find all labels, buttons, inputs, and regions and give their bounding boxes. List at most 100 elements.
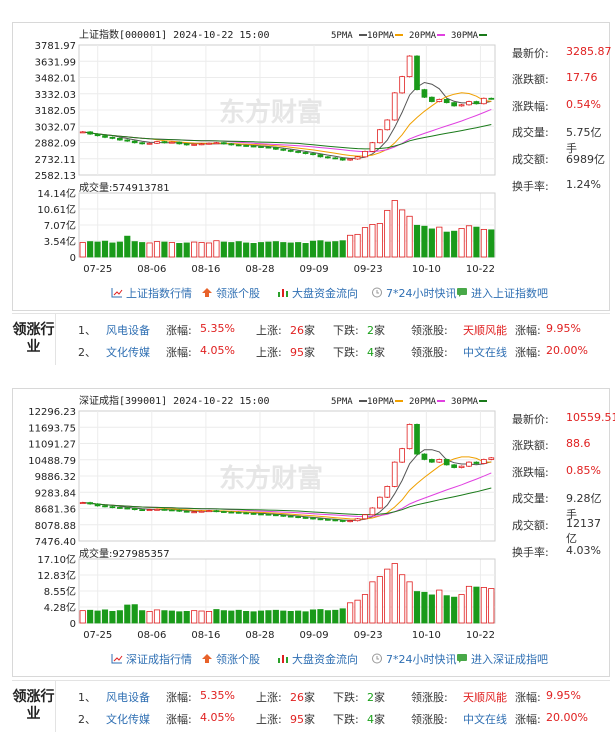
candle-body bbox=[429, 96, 435, 102]
volume-bar bbox=[302, 243, 309, 258]
link-fund-flow[interactable]: 大盘资金流向 bbox=[277, 651, 358, 667]
volume-bar bbox=[473, 586, 480, 624]
ma-legend-label: 30PMA bbox=[451, 31, 479, 41]
candle-body bbox=[176, 141, 183, 145]
candle-body bbox=[265, 513, 272, 516]
link-fund-flow[interactable]: 大盘资金流向 bbox=[277, 285, 358, 301]
volume-bar bbox=[384, 568, 391, 624]
candle-body bbox=[414, 55, 420, 91]
candle-body bbox=[473, 461, 480, 464]
candle-body bbox=[436, 459, 443, 463]
sector-name-link[interactable]: 文化传媒 bbox=[106, 346, 150, 359]
candle-body bbox=[124, 507, 131, 510]
ma-legend-label: 20PMA bbox=[409, 397, 437, 407]
sector-leader-link[interactable]: 中文在线 bbox=[463, 346, 507, 359]
candle-body bbox=[191, 143, 197, 146]
sector-down-count: 2 bbox=[367, 691, 374, 704]
volume-bar bbox=[280, 242, 287, 258]
candle-body bbox=[451, 102, 457, 107]
leading-sectors-sh: 领涨行业 1、 风电设备 涨幅: 5.35% 上涨: 26家 下跌: 2家 领涨… bbox=[12, 313, 610, 365]
date-tick-label: 07-25 bbox=[83, 264, 112, 275]
candle-body bbox=[206, 142, 212, 145]
sector-leader-link[interactable]: 天顺风能 bbox=[463, 691, 507, 704]
candle-body bbox=[443, 98, 450, 104]
candle-body bbox=[377, 129, 383, 144]
link-leading-stocks[interactable]: 领涨个股 bbox=[201, 651, 260, 667]
candle-body bbox=[139, 142, 145, 145]
index-chart-sz[interactable]: 深证成指[399001] 2024-10-22 15:00 5PMA 10PMA 20… bbox=[13, 389, 503, 651]
candle-body bbox=[347, 520, 353, 523]
candle-body bbox=[79, 502, 86, 505]
sector-name-link[interactable]: 文化传媒 bbox=[106, 713, 150, 726]
link-news-flash[interactable]: 7*24小时快讯 bbox=[371, 651, 457, 667]
volume-bar bbox=[176, 243, 183, 258]
volume-bar bbox=[198, 242, 205, 258]
volume-tick-label: 14.14亿 bbox=[37, 187, 76, 200]
volume-bar bbox=[302, 611, 309, 624]
clock-icon bbox=[372, 287, 382, 298]
link-index-quote[interactable]: 上证指数行情 bbox=[111, 285, 192, 301]
price-tick-label: 8078.88 bbox=[35, 521, 76, 532]
volume-bar bbox=[436, 589, 443, 624]
sector-leader-change-label: 涨幅: bbox=[515, 324, 541, 337]
volume-bar bbox=[146, 610, 153, 624]
volume-bar bbox=[205, 610, 213, 624]
volume-bar bbox=[391, 563, 398, 624]
volume-bar bbox=[451, 596, 458, 624]
sector-index: 2、 bbox=[78, 346, 96, 359]
sector-leader-change: 9.95% bbox=[546, 322, 581, 335]
candle-body bbox=[154, 508, 160, 511]
sector-down-unit: 家 bbox=[374, 346, 385, 359]
volume-bar bbox=[146, 242, 153, 258]
candle-body bbox=[87, 131, 93, 135]
ma-legend-label: 10PMA bbox=[367, 397, 395, 407]
link-forum[interactable]: 进入深证成指吧 bbox=[456, 651, 548, 667]
candle-body bbox=[310, 517, 316, 520]
price-tick-label: 9283.84 bbox=[35, 488, 76, 499]
volume-bar bbox=[309, 609, 317, 624]
volume-bar bbox=[391, 200, 398, 258]
link-index-quote[interactable]: 深证成指行情 bbox=[111, 651, 192, 667]
candle-body bbox=[250, 512, 257, 515]
link-forum[interactable]: 进入上证指数吧 bbox=[456, 285, 548, 301]
sector-leader-link[interactable]: 天顺风能 bbox=[463, 324, 507, 337]
candle-body bbox=[109, 136, 116, 139]
bar-chart-icon bbox=[278, 655, 288, 663]
sector-change: 4.05% bbox=[200, 344, 235, 357]
chart-icon bbox=[111, 288, 123, 298]
date-tick-label: 09-23 bbox=[354, 264, 383, 275]
index-chart-sh[interactable]: 上证指数[000001] 2024-10-22 15:00 5PMA 10PMA 20… bbox=[13, 23, 503, 285]
candle-body bbox=[391, 92, 398, 121]
sector-name-link[interactable]: 风电设备 bbox=[106, 324, 150, 337]
sector-leader-change-label: 涨幅: bbox=[515, 691, 541, 704]
candle-body bbox=[280, 148, 287, 151]
price-tick-label: 9886.32 bbox=[35, 472, 76, 483]
sector-leader-link[interactable]: 中文在线 bbox=[463, 713, 507, 726]
sector-up-unit: 家 bbox=[304, 713, 315, 726]
candle-body bbox=[458, 104, 465, 107]
sector-up-count: 95 bbox=[290, 346, 304, 359]
volume-bar bbox=[458, 228, 465, 258]
volume-bar bbox=[153, 609, 161, 624]
candle-body bbox=[117, 137, 123, 141]
link-news-flash[interactable]: 7*24小时快讯 bbox=[371, 285, 457, 301]
ma-line bbox=[82, 487, 492, 516]
candle-body bbox=[384, 486, 391, 498]
link-leading-stocks[interactable]: 领涨个股 bbox=[201, 285, 260, 301]
sector-change: 5.35% bbox=[200, 322, 235, 335]
volume-bar bbox=[139, 610, 146, 624]
sector-name-link[interactable]: 风电设备 bbox=[106, 691, 150, 704]
candle-body bbox=[473, 101, 480, 105]
volume-bar bbox=[376, 223, 383, 258]
sector-title: 领涨行业 bbox=[12, 681, 56, 732]
ma-legend-label: 5PMA bbox=[331, 31, 353, 41]
sector-up-label: 上涨: bbox=[256, 713, 282, 726]
sector-title: 领涨行业 bbox=[12, 314, 56, 365]
sector-row: 2、 文化传媒 涨幅: 4.05% 上涨: 95家 下跌: 4家 领涨股: 中文… bbox=[56, 708, 610, 728]
volume-bar bbox=[265, 610, 272, 624]
candle-body bbox=[369, 142, 376, 152]
sector-up-unit: 家 bbox=[304, 324, 315, 337]
volume-label: 成交量:574913781 bbox=[79, 181, 170, 194]
volume-bar bbox=[131, 241, 138, 258]
candle-body bbox=[406, 55, 413, 78]
